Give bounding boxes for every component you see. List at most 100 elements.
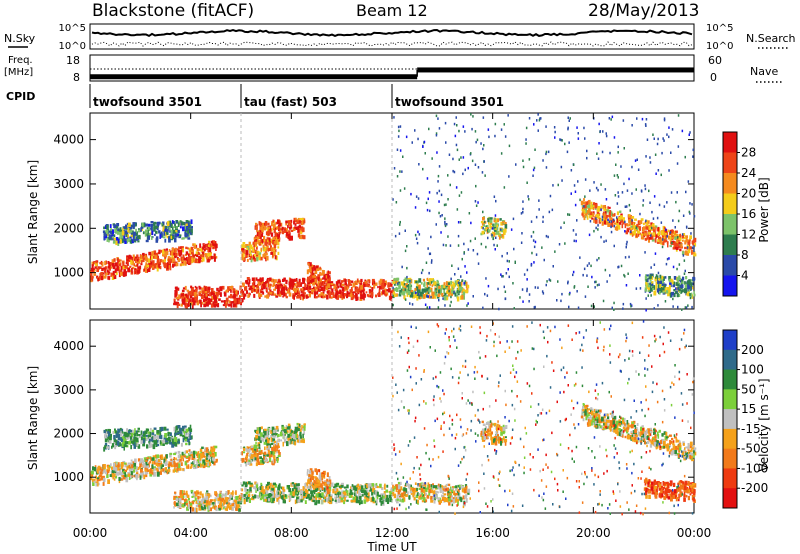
scatter-cell — [474, 237, 476, 240]
scatter-cell — [140, 254, 143, 260]
scatter-cell — [241, 451, 243, 456]
scatter-cell — [174, 237, 177, 243]
scatter-cell — [199, 248, 203, 252]
scatter-cell — [166, 235, 169, 239]
scatter-cell — [614, 226, 617, 231]
scatter-cell — [130, 229, 133, 233]
scatter-cell — [172, 469, 175, 473]
scatter-cell — [229, 497, 232, 501]
scatter-cell — [133, 440, 136, 444]
scatter-cell — [218, 496, 221, 500]
scatter-cell — [215, 507, 218, 512]
scatter-cell — [317, 294, 320, 298]
scatter-cell — [657, 284, 661, 290]
scatter-cell — [181, 495, 184, 501]
scatter-cell — [148, 462, 150, 468]
scatter-cell — [202, 497, 205, 502]
scatter-cell — [616, 202, 619, 205]
scatter-cell — [564, 242, 566, 245]
scatter-cell — [448, 289, 450, 293]
scatter-cell — [597, 224, 599, 227]
scatter-cell — [90, 470, 94, 475]
scatter-cell — [368, 279, 371, 284]
scatter-cell — [155, 442, 158, 447]
scatter-cell — [189, 229, 192, 233]
scatter-cell — [616, 211, 620, 216]
scatter-cell — [159, 455, 162, 459]
scatter-cell — [198, 291, 202, 296]
scatter-cell — [276, 440, 278, 446]
scatter-cell — [662, 137, 664, 140]
scatter-cell — [596, 152, 598, 155]
scatter-cell — [225, 497, 229, 501]
scatter-cell — [272, 431, 276, 437]
scatter-cell — [398, 232, 401, 235]
scatter-cell — [670, 151, 672, 154]
scatter-cell — [307, 296, 309, 299]
nave-label: Nave — [750, 65, 778, 78]
scatter-cell — [190, 453, 194, 457]
scatter-cell — [536, 119, 538, 122]
scatter-cell — [233, 294, 236, 299]
scatter-cell — [125, 441, 129, 445]
scatter-cell — [483, 220, 486, 224]
scatter-cell — [263, 435, 267, 439]
scatter-cell — [623, 182, 625, 186]
scatter-cell — [117, 430, 121, 433]
scatter-cell — [426, 294, 428, 298]
scatter-cell — [271, 256, 274, 259]
scatter-cell — [207, 293, 210, 297]
scatter-cell — [528, 300, 530, 303]
scatter-cell — [183, 225, 186, 230]
scatter-cell — [192, 492, 196, 496]
scatter-cell — [120, 265, 123, 271]
scatter-cell — [635, 287, 638, 290]
scatter-cell — [315, 265, 319, 269]
scatter-cell — [385, 293, 388, 297]
scatter-cell — [360, 284, 364, 290]
freq-tick-top: 18 — [66, 54, 80, 67]
scatter-cell — [117, 241, 120, 246]
scatter-cell — [577, 132, 579, 135]
scatter-cell — [256, 236, 259, 240]
scatter-cell — [688, 240, 691, 245]
scatter-cell — [431, 284, 434, 287]
scatter-cell — [207, 297, 211, 303]
scatter-cell — [174, 253, 178, 258]
scatter-cell — [315, 296, 318, 299]
scatter-cell — [613, 174, 616, 177]
scatter-cell — [334, 284, 337, 290]
scatter-cell — [371, 295, 373, 299]
scatter-cell — [591, 217, 594, 220]
scatter-cell — [474, 130, 477, 133]
scatter-cell — [114, 428, 116, 432]
scatter-cell — [285, 234, 288, 238]
scatter-cell — [275, 255, 278, 261]
scatter-cell — [404, 249, 407, 253]
scatter-cell — [186, 227, 188, 232]
scatter-cell — [180, 442, 183, 447]
scatter-cell — [227, 286, 230, 291]
scatter-cell — [505, 222, 507, 225]
scatter-cell — [541, 290, 544, 293]
scatter-cell — [678, 288, 681, 292]
scatter-cell — [599, 130, 601, 133]
scatter-cell — [592, 211, 595, 215]
scatter-cell — [411, 303, 414, 306]
scatter-cell — [114, 475, 118, 479]
scatter-cell — [246, 453, 249, 456]
scatter-cell — [439, 289, 443, 295]
scatter-cell — [667, 243, 669, 248]
scatter-cell — [579, 256, 581, 259]
scatter-cell — [150, 236, 153, 240]
scatter-cell — [438, 165, 441, 168]
scatter-cell — [154, 225, 156, 231]
scatter-cell — [285, 295, 288, 299]
scatter-cell — [325, 277, 328, 283]
scatter-cell — [438, 289, 441, 294]
scatter-cell — [397, 135, 400, 138]
scatter-cell — [609, 151, 611, 155]
scatter-cell — [622, 119, 625, 122]
scatter-cell — [270, 247, 274, 252]
scatter-cell — [162, 468, 165, 472]
